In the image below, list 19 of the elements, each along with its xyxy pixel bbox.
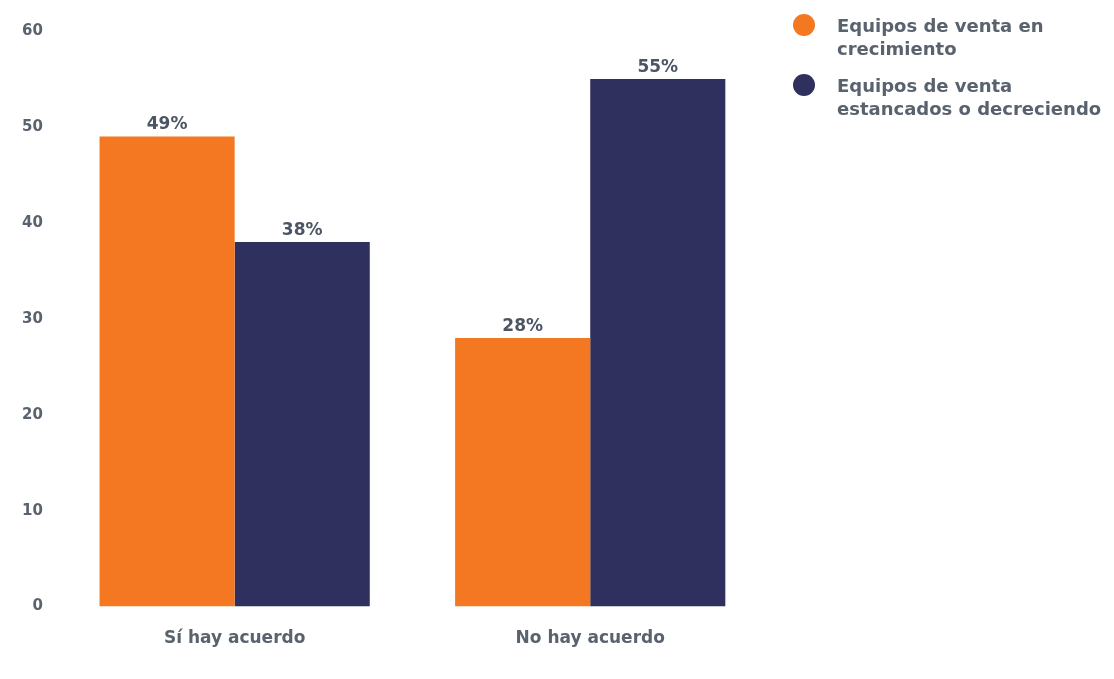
data-label: 49%	[146, 113, 188, 134]
y-tick-label: 30	[22, 308, 43, 327]
legend-label: Equipos de venta estancados o decreciendo	[837, 74, 1103, 120]
y-tick-label: 40	[22, 212, 43, 231]
y-tick-label: 20	[22, 404, 43, 423]
bar	[99, 136, 235, 607]
y-tick-label: 50	[22, 116, 43, 135]
y-tick-label: 10	[22, 500, 43, 519]
y-tick-label: 60	[22, 20, 43, 39]
bar	[590, 78, 726, 607]
x-tick-label: Sí hay acuerdo	[163, 627, 306, 648]
legend-label: Equipos de venta en crecimiento	[837, 14, 1045, 60]
y-tick-label: 0	[32, 596, 43, 615]
x-tick-label: No hay acuerdo	[515, 627, 665, 648]
data-label: 28%	[502, 314, 544, 335]
bar	[234, 242, 370, 607]
data-label: 55%	[637, 55, 679, 76]
data-label: 38%	[281, 218, 323, 239]
bar	[455, 337, 591, 607]
